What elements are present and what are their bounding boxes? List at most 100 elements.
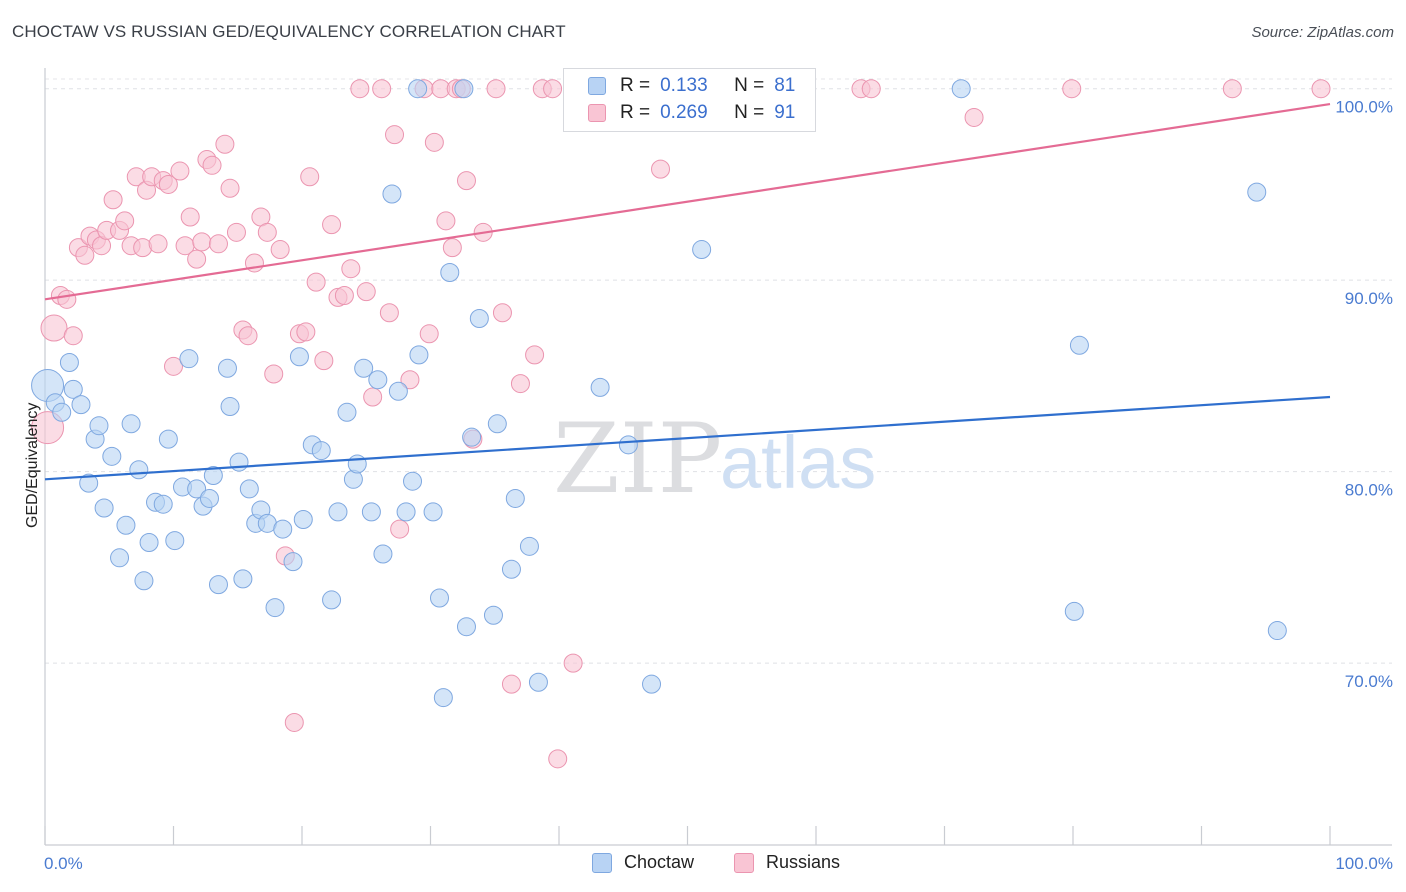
x-tick-label: 100.0% [1335, 854, 1393, 873]
legend-row-choctaw: R = 0.133 N = 81 [588, 73, 795, 99]
choctaw-point [52, 402, 72, 422]
russians-point [334, 286, 354, 305]
legend-n-label: N = [734, 102, 765, 123]
russians-point [442, 238, 462, 258]
watermark-zip: ZIP [553, 403, 722, 515]
russians-point [148, 234, 168, 254]
choctaw-point [203, 465, 223, 485]
y-tick-label: 90.0% [1345, 289, 1393, 308]
watermark: ZIP atlas [553, 403, 876, 515]
choctaw-point [388, 381, 408, 401]
russians-point [436, 211, 456, 231]
russians-point [187, 249, 207, 269]
x-tick-label: 0.0% [44, 854, 83, 873]
choctaw-point [239, 479, 259, 499]
choctaw-point [337, 402, 357, 422]
russians-point [525, 345, 545, 365]
russians-point [180, 207, 200, 227]
russians-point [264, 364, 284, 384]
choctaw-point [642, 674, 662, 694]
choctaw-point [368, 370, 388, 390]
choctaw-point [1247, 182, 1267, 202]
choctaw-point [454, 79, 474, 99]
choctaw-point [129, 460, 149, 480]
choctaw-point [487, 414, 507, 434]
choctaw-point [501, 559, 521, 579]
russians-legend-label: Russians [766, 852, 841, 872]
russians-point [400, 370, 420, 390]
russians-point [1062, 79, 1082, 99]
choctaw-point [89, 416, 109, 436]
choctaw-point [590, 377, 610, 397]
russians-point [192, 232, 212, 252]
russians-point [257, 222, 277, 242]
russians-point [31, 411, 65, 445]
russians-point [363, 387, 383, 407]
choctaw-swatch [588, 77, 606, 95]
choctaw-point [692, 240, 712, 260]
russians-legend-swatch [734, 852, 754, 873]
choctaw-point [116, 515, 136, 535]
russians-point [419, 324, 439, 344]
russians-point [57, 289, 77, 309]
choctaw-point [456, 617, 476, 637]
choctaw-point [233, 569, 253, 589]
choctaw-point [951, 79, 971, 99]
choctaw-point [153, 494, 173, 514]
russians-point [486, 79, 506, 99]
choctaw-point [59, 353, 79, 373]
russians-point [341, 259, 361, 279]
choctaw-legend-swatch [592, 852, 612, 873]
trend-lines [44, 102, 1331, 481]
choctaw-point [382, 184, 402, 204]
choctaw-point [433, 688, 453, 708]
y-tick-label: 100.0% [1335, 98, 1393, 117]
russians-point [115, 211, 135, 231]
russians-point [501, 674, 521, 694]
russians-point [456, 171, 476, 191]
russians-point [75, 245, 95, 265]
russians-point [492, 303, 512, 323]
choctaw-point [408, 79, 428, 99]
bottom-legend-choctaw: Choctaw [592, 852, 694, 873]
russians-point [543, 79, 563, 99]
y-axis-label: GED/Equivalency [24, 403, 41, 528]
watermark-atlas: atlas [720, 421, 876, 504]
choctaw-point [217, 358, 237, 378]
choctaw-point [289, 347, 309, 367]
russians-swatch [588, 104, 606, 122]
choctaw-point [618, 435, 638, 455]
axes [44, 68, 1392, 846]
choctaw-legend-label: Choctaw [624, 852, 695, 872]
chart-title: CHOCTAW VS RUSSIAN GED/EQUIVALENCY CORRE… [12, 22, 566, 41]
choctaw-point [165, 531, 185, 551]
y-tick-labels: 70.0% 80.0% 90.0% 100.0% [1335, 98, 1393, 691]
choctaw-point [440, 263, 460, 283]
russians-point [861, 79, 881, 99]
russians-point [202, 155, 222, 175]
russians-point [510, 374, 530, 394]
russians-point [314, 351, 334, 371]
choctaw-point [121, 414, 141, 434]
choctaw-point [469, 308, 489, 328]
russians-point [215, 134, 235, 154]
choctaw-point [396, 502, 416, 522]
choctaw-point [322, 590, 342, 610]
choctaw-point [1064, 601, 1084, 621]
russians-point [563, 653, 583, 673]
choctaw-point [158, 429, 178, 449]
choctaw-point [79, 473, 99, 493]
russians-point [226, 222, 246, 242]
choctaw-point [361, 502, 381, 522]
x-tick-labels: 0.0% 100.0% [44, 854, 1393, 873]
russians-point [270, 240, 290, 260]
russians-point [548, 749, 568, 769]
russians-trend-line [44, 102, 1331, 301]
russians-point [296, 322, 316, 342]
choctaw-point [94, 498, 114, 518]
russians-point [390, 519, 410, 539]
choctaw-point [110, 548, 130, 568]
russians-point [63, 326, 83, 346]
russians-point [220, 178, 240, 198]
